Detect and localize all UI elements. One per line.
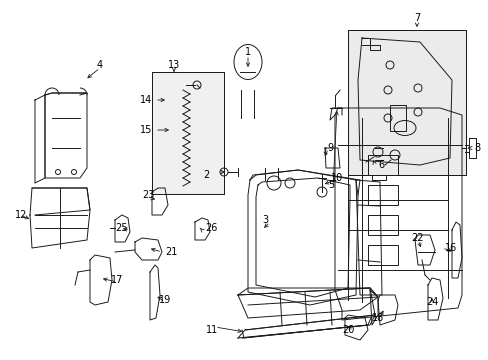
Text: 25: 25 xyxy=(115,223,128,233)
Bar xyxy=(371,142,385,180)
Text: 3: 3 xyxy=(262,215,267,225)
Text: 2: 2 xyxy=(203,170,209,180)
Bar xyxy=(152,72,224,194)
Text: 9: 9 xyxy=(326,143,332,153)
Text: 12: 12 xyxy=(15,210,27,220)
Text: 11: 11 xyxy=(205,325,218,335)
Text: 7: 7 xyxy=(413,13,419,23)
Text: 17: 17 xyxy=(111,275,123,285)
Bar xyxy=(347,30,465,175)
Text: 26: 26 xyxy=(204,223,217,233)
Bar xyxy=(367,185,397,205)
Text: 6: 6 xyxy=(377,160,384,170)
Text: 10: 10 xyxy=(330,173,343,183)
Text: 8: 8 xyxy=(473,143,479,153)
Text: 14: 14 xyxy=(140,95,152,105)
Bar xyxy=(389,105,405,131)
Bar xyxy=(152,72,224,194)
Text: 5: 5 xyxy=(327,180,333,190)
Text: 23: 23 xyxy=(142,190,154,200)
Text: 16: 16 xyxy=(444,243,456,253)
Text: 1: 1 xyxy=(244,47,250,57)
Bar xyxy=(347,30,465,175)
Text: 15: 15 xyxy=(140,125,152,135)
Text: 13: 13 xyxy=(167,60,180,70)
Text: 4: 4 xyxy=(97,60,103,70)
Text: 20: 20 xyxy=(341,325,353,335)
Bar xyxy=(367,155,397,175)
Bar xyxy=(367,245,397,265)
Text: 24: 24 xyxy=(425,297,437,307)
Text: 21: 21 xyxy=(164,247,177,257)
Text: 18: 18 xyxy=(371,313,384,323)
Text: 19: 19 xyxy=(159,295,171,305)
Bar xyxy=(367,215,397,235)
Text: 22: 22 xyxy=(411,233,424,243)
